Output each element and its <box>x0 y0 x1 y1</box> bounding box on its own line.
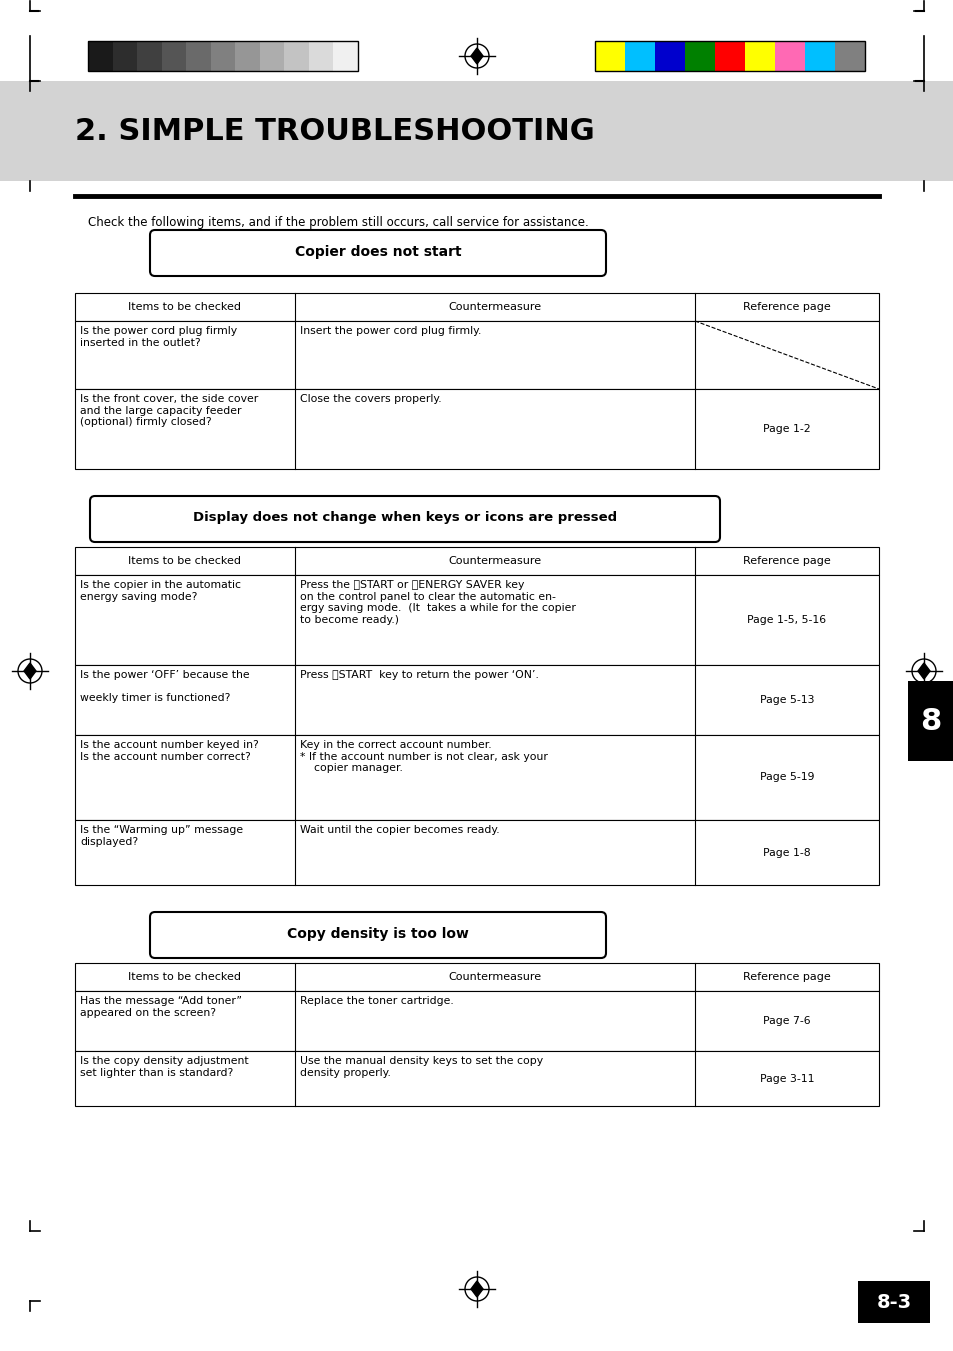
Text: Page 7-6: Page 7-6 <box>762 1016 810 1025</box>
Text: 8-3: 8-3 <box>876 1293 911 1312</box>
Text: Reference page: Reference page <box>742 303 830 312</box>
Bar <box>624 41 655 72</box>
Text: 2. SIMPLE TROUBLESHOOTING: 2. SIMPLE TROUBLESHOOTING <box>75 116 594 146</box>
Bar <box>907 681 953 761</box>
Bar <box>75 576 878 665</box>
Text: Page 1-5, 5-16: Page 1-5, 5-16 <box>746 615 825 626</box>
Text: Close the covers properly.: Close the covers properly. <box>299 394 441 404</box>
Text: Use the manual density keys to set the copy
density properly.: Use the manual density keys to set the c… <box>299 1056 542 1078</box>
Text: Page 1-8: Page 1-8 <box>762 847 810 858</box>
Bar <box>75 389 878 469</box>
Bar <box>774 41 804 72</box>
Text: Reference page: Reference page <box>742 971 830 982</box>
Polygon shape <box>917 663 929 680</box>
Bar <box>804 41 834 72</box>
Bar <box>857 1281 929 1323</box>
Text: Press the ⓈSTART or ⓔENERGY SAVER key
on the control panel to clear the automati: Press the ⓈSTART or ⓔENERGY SAVER key on… <box>299 580 576 624</box>
Bar <box>744 41 774 72</box>
Text: Is the front cover, the side cover
and the large capacity feeder
(optional) firm: Is the front cover, the side cover and t… <box>80 394 258 427</box>
Bar <box>75 820 878 885</box>
Text: Wait until the copier becomes ready.: Wait until the copier becomes ready. <box>299 825 499 835</box>
Text: Check the following items, and if the problem still occurs, call service for ass: Check the following items, and if the pr… <box>88 216 588 230</box>
Bar <box>161 41 186 72</box>
Text: 8: 8 <box>920 707 941 735</box>
Bar <box>112 41 137 72</box>
Text: Page 1-2: Page 1-2 <box>762 424 810 434</box>
Text: Copier does not start: Copier does not start <box>294 245 461 259</box>
Bar <box>595 41 864 72</box>
Bar <box>309 41 334 72</box>
Bar <box>75 992 878 1051</box>
Text: Is the power cord plug firmly
inserted in the outlet?: Is the power cord plug firmly inserted i… <box>80 326 237 347</box>
Text: Is the account number keyed in?
Is the account number correct?: Is the account number keyed in? Is the a… <box>80 740 258 762</box>
Bar <box>0 81 953 181</box>
Text: Display does not change when keys or icons are pressed: Display does not change when keys or ico… <box>193 512 617 524</box>
FancyBboxPatch shape <box>90 496 720 542</box>
Bar <box>75 963 878 992</box>
Text: Items to be checked: Items to be checked <box>129 971 241 982</box>
Text: Page 5-19: Page 5-19 <box>759 773 814 782</box>
FancyBboxPatch shape <box>150 912 605 958</box>
Bar <box>684 41 714 72</box>
Text: Is the copy density adjustment
set lighter than is standard?: Is the copy density adjustment set light… <box>80 1056 249 1078</box>
Text: Key in the correct account number.
* If the account number is not clear, ask you: Key in the correct account number. * If … <box>299 740 547 773</box>
Bar <box>75 665 878 735</box>
Text: Is the power ‘OFF’ because the

weekly timer is functioned?: Is the power ‘OFF’ because the weekly ti… <box>80 670 250 704</box>
Bar <box>186 41 211 72</box>
Bar <box>75 547 878 576</box>
Text: Items to be checked: Items to be checked <box>129 557 241 566</box>
Text: Insert the power cord plug firmly.: Insert the power cord plug firmly. <box>299 326 481 336</box>
Text: Page 5-13: Page 5-13 <box>759 694 814 705</box>
Text: Reference page: Reference page <box>742 557 830 566</box>
Text: Countermeasure: Countermeasure <box>448 557 541 566</box>
Bar <box>0 0 953 81</box>
Text: Countermeasure: Countermeasure <box>448 303 541 312</box>
Bar <box>75 293 878 322</box>
Polygon shape <box>24 663 36 680</box>
Bar <box>655 41 684 72</box>
Bar <box>88 41 112 72</box>
Text: Items to be checked: Items to be checked <box>129 303 241 312</box>
Text: Copy density is too low: Copy density is too low <box>287 927 469 942</box>
Text: Replace the toner cartridge.: Replace the toner cartridge. <box>299 996 454 1006</box>
Bar <box>137 41 161 72</box>
Bar <box>75 735 878 820</box>
Bar <box>834 41 864 72</box>
Bar <box>595 41 624 72</box>
Bar <box>88 41 357 72</box>
Text: Is the “Warming up” message
displayed?: Is the “Warming up” message displayed? <box>80 825 243 847</box>
Bar <box>714 41 744 72</box>
Bar <box>334 41 357 72</box>
FancyBboxPatch shape <box>150 230 605 276</box>
Text: Countermeasure: Countermeasure <box>448 971 541 982</box>
Text: Press ⓈSTART  key to return the power ‘ON’.: Press ⓈSTART key to return the power ‘ON… <box>299 670 538 680</box>
Bar <box>211 41 235 72</box>
Bar <box>284 41 309 72</box>
Polygon shape <box>471 49 482 63</box>
Polygon shape <box>471 1281 482 1297</box>
Text: Page 3-11: Page 3-11 <box>759 1074 814 1084</box>
Text: Has the message “Add toner”
appeared on the screen?: Has the message “Add toner” appeared on … <box>80 996 242 1017</box>
Bar <box>259 41 284 72</box>
Text: Is the copier in the automatic
energy saving mode?: Is the copier in the automatic energy sa… <box>80 580 241 601</box>
Bar <box>235 41 259 72</box>
Bar <box>75 322 878 389</box>
Bar <box>75 1051 878 1106</box>
